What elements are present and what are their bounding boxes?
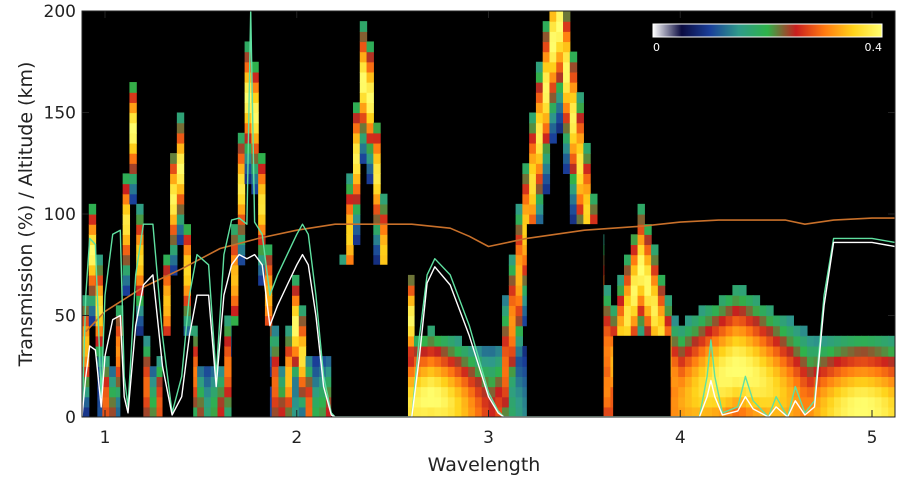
x-axis-title: Wavelength [428,454,541,476]
y-tick-label: 0 [65,408,76,428]
y-tick-label: 200 [44,2,76,22]
opaque-region [231,325,270,417]
opaque-region [91,356,98,417]
colorbar-max-label: 0.4 [865,41,883,54]
x-tick-label: 4 [675,428,686,448]
opaque-region [613,335,671,417]
transmission-curves [82,11,895,417]
opaque-region [526,224,604,417]
opaque-region [331,264,408,417]
y-tick-label: 100 [44,205,76,225]
y-tick-label: 150 [44,104,76,124]
x-axis: 1 2 3 4 5 [100,11,878,448]
series-line [82,241,895,417]
series-line [82,11,895,417]
x-tick-label: 5 [867,428,878,448]
colorbar-min-label: 0 [653,41,660,54]
y-tick-label: 50 [54,307,76,327]
colorbar-gradient [652,23,883,38]
colorbar: 0 0.4 [652,23,883,54]
series-line [85,217,895,333]
x-tick-label: 1 [100,428,111,448]
y-axis-title: Transmission (%) / Altitude (km) [15,62,37,368]
y-axis: 0 50 100 150 200 [44,2,895,428]
x-tick-label: 3 [483,428,494,448]
opaque-regions [91,224,671,417]
x-tick-label: 2 [291,428,302,448]
